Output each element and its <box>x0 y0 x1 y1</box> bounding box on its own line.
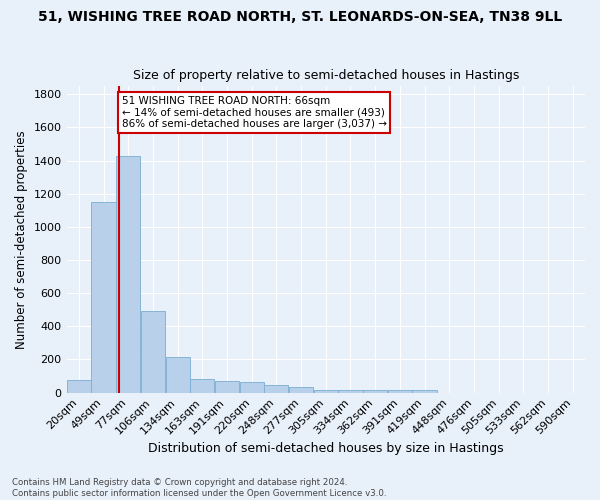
Text: 51 WISHING TREE ROAD NORTH: 66sqm
← 14% of semi-detached houses are smaller (493: 51 WISHING TREE ROAD NORTH: 66sqm ← 14% … <box>122 96 386 129</box>
Bar <box>388 390 412 392</box>
Bar <box>91 202 116 392</box>
Bar <box>190 380 214 392</box>
Bar <box>412 390 437 392</box>
X-axis label: Distribution of semi-detached houses by size in Hastings: Distribution of semi-detached houses by … <box>148 442 503 455</box>
Bar <box>116 156 140 392</box>
Bar <box>289 388 313 392</box>
Text: 51, WISHING TREE ROAD NORTH, ST. LEONARDS-ON-SEA, TN38 9LL: 51, WISHING TREE ROAD NORTH, ST. LEONARD… <box>38 10 562 24</box>
Bar <box>363 390 387 392</box>
Bar <box>141 312 165 392</box>
Y-axis label: Number of semi-detached properties: Number of semi-detached properties <box>15 130 28 348</box>
Bar <box>166 357 190 392</box>
Bar <box>264 384 289 392</box>
Bar <box>338 390 362 392</box>
Text: Contains HM Land Registry data © Crown copyright and database right 2024.
Contai: Contains HM Land Registry data © Crown c… <box>12 478 386 498</box>
Bar <box>215 380 239 392</box>
Bar <box>314 390 338 392</box>
Bar <box>239 382 264 392</box>
Title: Size of property relative to semi-detached houses in Hastings: Size of property relative to semi-detach… <box>133 69 519 82</box>
Bar <box>67 380 91 392</box>
